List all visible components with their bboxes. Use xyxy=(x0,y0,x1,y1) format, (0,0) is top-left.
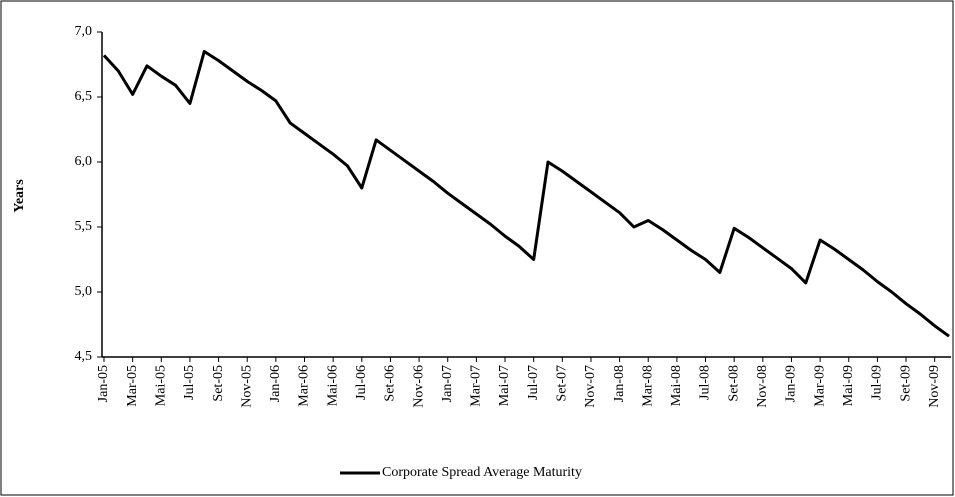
x-tick-label: Set-05 xyxy=(211,365,226,402)
x-tick-label: Mai-05 xyxy=(154,365,169,406)
x-tick-label: Nov-06 xyxy=(411,365,426,408)
x-tick-label: Mar-09 xyxy=(812,365,827,407)
y-tick-label: 7,0 xyxy=(75,24,93,39)
x-tick-label: Set-08 xyxy=(726,365,741,402)
x-tick-label: Nov-09 xyxy=(927,365,942,408)
x-tick-label: Set-09 xyxy=(898,365,913,402)
x-tick-label: Mar-06 xyxy=(297,365,312,407)
x-tick-label: Mar-05 xyxy=(125,365,140,407)
x-tick-label: Jul-07 xyxy=(526,365,541,400)
y-axis-label: Years xyxy=(12,179,27,213)
x-tick-label: Jul-05 xyxy=(182,365,197,400)
x-tick-label: Set-06 xyxy=(383,365,398,402)
x-tick-label: Jan-09 xyxy=(784,365,799,402)
x-tick-label: Mar-07 xyxy=(469,365,484,407)
x-tick-label: Jan-07 xyxy=(440,365,455,402)
y-tick-label: 5,0 xyxy=(75,284,93,299)
x-tick-label: Mai-06 xyxy=(325,365,340,406)
y-tick-label: 4,5 xyxy=(75,349,93,364)
y-tick-label: 6,0 xyxy=(75,154,93,169)
x-tick-label: Jul-08 xyxy=(698,365,713,400)
y-tick-label: 6,5 xyxy=(75,89,93,104)
x-tick-label: Nov-07 xyxy=(583,365,598,408)
line-series xyxy=(102,50,950,338)
x-tick-label: Jan-05 xyxy=(96,365,111,402)
x-tick-label: Set-07 xyxy=(555,365,570,402)
x-tick-label: Jan-08 xyxy=(612,365,627,402)
x-tick-label: Mai-07 xyxy=(497,365,512,406)
x-tick-label: Jul-09 xyxy=(870,365,885,400)
x-tick-label: Nov-08 xyxy=(755,365,770,408)
x-tick-label: Jul-06 xyxy=(354,365,369,400)
legend-label: Corporate Spread Average Maturity xyxy=(382,465,582,480)
x-tick-label: Mar-08 xyxy=(640,365,655,407)
x-tick-label: Jan-06 xyxy=(268,365,283,402)
x-tick-label: Nov-05 xyxy=(239,365,254,408)
y-tick-label: 5,5 xyxy=(75,219,93,234)
x-tick-label: Mai-09 xyxy=(841,365,856,406)
x-tick-label: Mai-08 xyxy=(669,365,684,406)
